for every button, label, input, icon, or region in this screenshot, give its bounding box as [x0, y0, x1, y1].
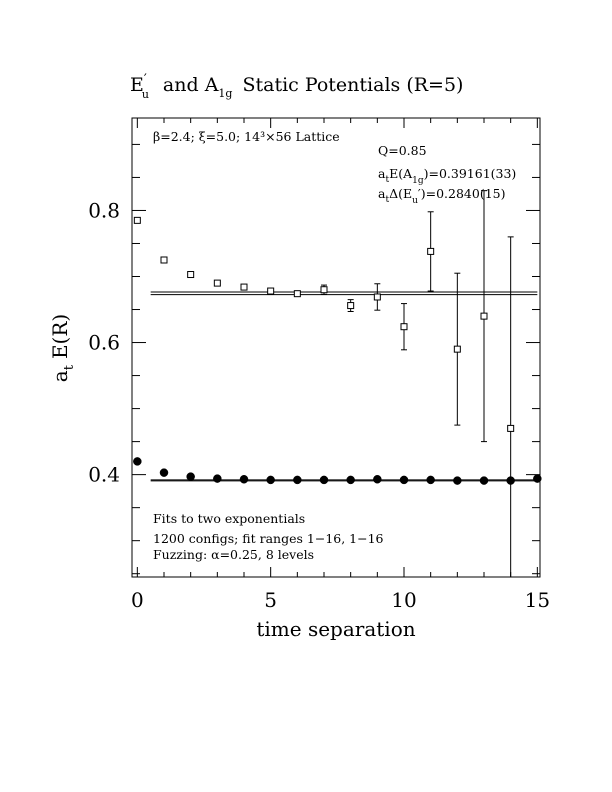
circle-marker: [479, 476, 489, 485]
circle-marker: [506, 476, 515, 485]
x-tick-label: 5: [264, 588, 277, 612]
square-marker: [320, 286, 328, 294]
square-marker: [373, 293, 381, 301]
circle-marker: [266, 475, 275, 485]
y-tick-label: 0.4: [88, 463, 120, 487]
circle-marker: [373, 475, 382, 484]
circle-marker: [239, 475, 249, 484]
circle-marker: [533, 474, 542, 483]
square-marker: [480, 312, 488, 320]
circle-marker: [159, 468, 169, 477]
y-axis-title: atE(R): [48, 314, 77, 382]
error-bars: [321, 190, 514, 577]
circle-marker: [453, 476, 462, 485]
square-marker: [187, 271, 195, 279]
square-marker: [347, 302, 355, 310]
eu-gap-annotation: atΔ(Eu′)=0.2840(15): [378, 186, 506, 206]
plot-frame: [131, 117, 541, 578]
circle-marker: [319, 475, 329, 485]
x-axis-title: time separation: [256, 617, 415, 641]
x-tick-label: 10: [391, 588, 416, 612]
chart-title: E′ u and A1g Static Potentials (R=5): [130, 72, 463, 101]
axis-ticks: [132, 118, 540, 577]
square-marker: [267, 287, 275, 295]
square-marker: [240, 283, 248, 291]
square-marker: [213, 279, 221, 287]
circle-marker: [346, 475, 355, 485]
fit-lines: [150, 291, 538, 482]
q-annotation: Q=0.85: [378, 143, 427, 158]
square-marker: [133, 216, 141, 224]
circle-marker: [293, 475, 302, 485]
fits-annotation-line3: Fuzzing: α=0.25, 8 levels: [153, 547, 314, 562]
y-tick-labels: 0.4 0.6 0.8: [88, 198, 120, 486]
circle-marker: [186, 472, 195, 481]
x-tick-label: 15: [525, 588, 550, 612]
square-marker: [427, 247, 435, 255]
lattice-annotation: β=2.4; ξ=5.0; 14³×56 Lattice: [153, 129, 340, 144]
fits-annotation-line2: 1200 configs; fit ranges 1−16, 1−16: [153, 531, 384, 546]
circle-marker: [133, 457, 142, 466]
square-marker: [453, 345, 461, 353]
y-tick-label: 0.8: [88, 198, 120, 222]
square-marker: [160, 256, 168, 264]
y-tick-label: 0.6: [88, 331, 120, 355]
data-markers: [133, 216, 542, 485]
circle-marker: [426, 475, 435, 485]
x-tick-label: 0: [131, 588, 144, 612]
circle-marker: [213, 474, 222, 483]
square-marker: [507, 424, 515, 432]
square-marker: [400, 323, 408, 331]
a1g-energy-annotation: atE(A1g)=0.39161(33): [378, 166, 516, 186]
circle-marker: [399, 475, 409, 485]
fits-annotation-line1: Fits to two exponentials: [153, 511, 305, 526]
square-marker: [293, 290, 301, 298]
x-tick-labels: 0 5 10 15: [131, 588, 550, 612]
